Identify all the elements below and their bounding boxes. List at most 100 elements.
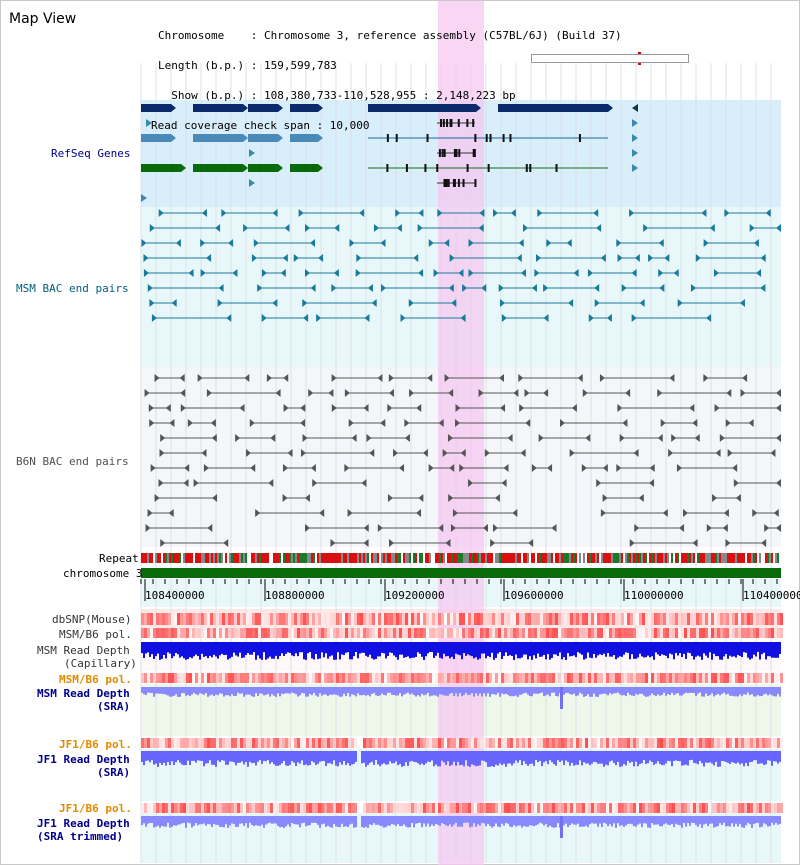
- b6n-bac-pair-end: [519, 404, 525, 412]
- jf1-trim-depth-bar: [601, 816, 603, 828]
- msm-pol2-cell: [732, 673, 735, 683]
- msm-pol2-cell: [522, 673, 525, 683]
- jf1-trim-depth-bar: [463, 816, 465, 823]
- msm-capillary-depth-bar: [319, 642, 321, 659]
- jf1-sra-depth-bar: [605, 751, 607, 765]
- jf1-trim-depth-bar: [381, 816, 383, 827]
- track-label-chromosome[interactable]: chromosome 3: [63, 567, 143, 580]
- repeat-segment: [677, 553, 679, 563]
- track-label-jf1-depth-trimmed[interactable]: JF1 Read Depth: [37, 817, 130, 830]
- jf1-trim-depth-bar: [449, 816, 451, 825]
- gene-strand-arrow: [278, 134, 283, 142]
- track-label-msm-depth-capillary[interactable]: MSM Read Depth: [37, 644, 130, 657]
- track-label-dbsnp[interactable]: dbSNP(Mouse): [52, 613, 132, 626]
- jf1-trim-depth-bar: [711, 816, 713, 824]
- msm-capillary-depth-bar: [483, 642, 485, 654]
- dbsnp-cell: [537, 613, 540, 625]
- b6n-bac-pair-end: [183, 479, 189, 487]
- msm-sra-depth-bar: [595, 687, 597, 697]
- ruler-tick-label: 110000000: [624, 589, 684, 602]
- dbsnp-cell: [759, 613, 762, 625]
- jf1-sra-depth-bar: [779, 751, 781, 762]
- msm-pol2-cell: [735, 673, 738, 683]
- track-label-refseq[interactable]: RefSeq Genes: [51, 147, 131, 160]
- msm-sra-depth-bar: [163, 687, 165, 695]
- track-label-repeat[interactable]: Repeat: [99, 552, 139, 565]
- jf1-trim-depth-bar: [317, 816, 319, 825]
- jf1-pol-cell: [456, 738, 459, 748]
- repeat-segment: [269, 553, 271, 563]
- jf1-trim-depth-bar: [707, 816, 709, 827]
- jf1-trim-depth-bar: [489, 816, 491, 826]
- jf1-pol2-cell: [753, 803, 756, 813]
- dbsnp-cell: [780, 613, 783, 625]
- jf1-sra-depth-bar: [443, 751, 445, 763]
- gene-exon-mark: [446, 119, 449, 127]
- jf1-pol2-cell: [672, 803, 675, 813]
- jf1-trim-depth-bar: [429, 816, 431, 827]
- jf1-sra-depth-bar: [451, 751, 453, 765]
- msm-sra-depth-bar: [755, 687, 757, 697]
- jf1-trim-depth-bar: [611, 816, 613, 827]
- jf1-pol2-cell: [705, 803, 708, 813]
- msm-pol2-cell: [603, 673, 606, 683]
- msm-capillary-depth-bar: [251, 642, 253, 655]
- track-label-msm-pol-2[interactable]: MSM/B6 pol.: [59, 673, 132, 686]
- jf1-trim-depth-bar: [309, 816, 311, 826]
- jf1-pol-cell: [375, 738, 378, 748]
- jf1-sra-depth-bar: [643, 751, 645, 760]
- msm-capillary-depth-bar: [425, 642, 427, 657]
- jf1-pol-cell: [204, 738, 207, 748]
- repeat-segment: [711, 553, 713, 563]
- msm-capillary-depth-bar: [703, 642, 705, 654]
- repeat-segment: [249, 553, 251, 563]
- repeat-segment: [493, 553, 495, 563]
- track-label-msm-bac[interactable]: MSM BAC end pairs: [16, 282, 129, 295]
- track-label-msm-pol-1[interactable]: MSM/B6 pol.: [59, 628, 132, 641]
- dbsnp-cell: [507, 613, 510, 625]
- repeat-segment: [421, 553, 423, 563]
- msm-sra-depth-bar: [239, 687, 241, 694]
- jf1-trim-depth-bar: [475, 816, 477, 827]
- msm-pol2-cell: [765, 673, 768, 683]
- msm-capillary-depth-bar: [305, 642, 307, 660]
- jf1-pol-cell: [549, 738, 552, 748]
- jf1-pol2-cell: [288, 803, 291, 813]
- msm-sra-depth-bar: [719, 687, 721, 696]
- msm-capillary-depth-bar: [199, 642, 201, 660]
- msm-sra-depth-bar: [573, 687, 575, 694]
- jf1-sra-depth-bar: [433, 751, 435, 767]
- dbsnp-cell: [711, 613, 714, 625]
- repeat-segment: [339, 553, 341, 563]
- track-label-jf1-depth-sra[interactable]: JF1 Read Depth: [37, 753, 130, 766]
- jf1-pol2-cell: [351, 803, 354, 813]
- jf1-pol-cell: [414, 738, 417, 748]
- msm-sra-depth-bar: [233, 687, 235, 697]
- msm-pol-cell: [774, 628, 777, 638]
- msm-capillary-depth-bar: [673, 642, 675, 660]
- msm-capillary-depth-bar: [543, 642, 545, 655]
- track-label-jf1-pol-2[interactable]: JF1/B6 pol.: [59, 802, 132, 815]
- track-label-b6n-bac[interactable]: B6N BAC end pairs: [16, 455, 129, 468]
- msm-capillary-depth-bar: [155, 642, 157, 657]
- chromosome-ideogram[interactable]: [531, 54, 689, 63]
- msm-sra-depth-bar: [597, 687, 599, 697]
- msm-bac-pair-end: [639, 299, 645, 307]
- dbsnp-cell: [615, 613, 618, 625]
- msm-sra-depth-bar: [361, 687, 363, 696]
- jf1-pol-cell: [141, 738, 144, 748]
- msm-pol-cell: [441, 628, 444, 638]
- msm-sra-depth-bar: [279, 687, 281, 697]
- jf1-trim-depth-bar: [207, 816, 209, 824]
- msm-sra-depth-bar: [291, 687, 293, 693]
- dbsnp-cell: [630, 613, 633, 625]
- track-label-msm-depth-sra[interactable]: MSM Read Depth: [37, 687, 130, 700]
- msm-capillary-depth-bar: [721, 642, 723, 660]
- repeat-segment: [285, 553, 287, 563]
- jf1-pol2-cell: [456, 803, 459, 813]
- track-label-jf1-pol-1[interactable]: JF1/B6 pol.: [59, 738, 132, 751]
- msm-pol-cell: [567, 628, 570, 638]
- jf1-pol-cell: [570, 738, 573, 748]
- msm-pol2-cell: [147, 673, 150, 683]
